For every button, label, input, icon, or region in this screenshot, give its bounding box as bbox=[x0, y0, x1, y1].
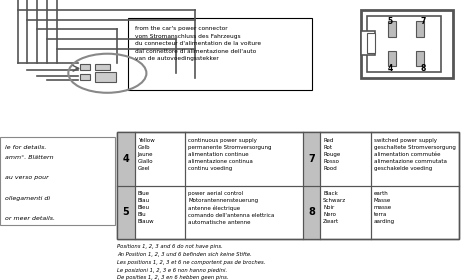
Text: 4: 4 bbox=[388, 64, 393, 73]
Bar bbox=[95, 72, 116, 82]
Bar bbox=[416, 22, 424, 37]
Text: Positions 1, 2, 3 and 6 do not have pins.: Positions 1, 2, 3 and 6 do not have pins… bbox=[117, 244, 223, 249]
Bar bbox=[367, 33, 375, 53]
Text: le for details.: le for details. bbox=[5, 144, 46, 150]
Text: switched power supply
geschaltete Stromversorgung
alimentation commutée
alimenta: switched power supply geschaltete Stromv… bbox=[374, 138, 456, 171]
Text: earth
Masse
masse
terra
aarding: earth Masse masse terra aarding bbox=[374, 192, 395, 225]
Bar bbox=[416, 51, 424, 66]
Bar bbox=[302, 132, 320, 239]
Text: Blue
Blau
Bleu
Blu
Blauw: Blue Blau Bleu Blu Blauw bbox=[137, 192, 154, 225]
Bar bbox=[367, 16, 441, 72]
Bar bbox=[80, 64, 90, 70]
Text: An Position 1, 2, 3 und 6 befinden sich keine Stifte.: An Position 1, 2, 3 und 6 befinden sich … bbox=[117, 252, 252, 257]
Text: Black
Schwarz
Noir
Nero
Zwart: Black Schwarz Noir Nero Zwart bbox=[323, 192, 346, 225]
Bar bbox=[389, 22, 396, 37]
Text: Yellow
Gelb
Jaune
Giallo
Geel: Yellow Gelb Jaune Giallo Geel bbox=[137, 138, 155, 171]
Bar bbox=[80, 74, 90, 80]
FancyBboxPatch shape bbox=[128, 18, 312, 90]
Text: 5: 5 bbox=[123, 207, 129, 217]
Text: 4: 4 bbox=[123, 154, 129, 164]
Text: or meer details.: or meer details. bbox=[5, 216, 55, 221]
Text: 8: 8 bbox=[308, 207, 315, 217]
Text: De posities 1, 2, 3 en 6 hebben geen pins.: De posities 1, 2, 3 en 6 hebben geen pin… bbox=[117, 276, 228, 280]
Bar bbox=[117, 132, 135, 239]
Bar bbox=[117, 132, 459, 239]
Bar bbox=[389, 51, 396, 66]
Text: 7: 7 bbox=[421, 17, 426, 26]
Text: Red
Rot
Rouge
Rosso
Rood: Red Rot Rouge Rosso Rood bbox=[323, 138, 340, 171]
Text: amm°. Blättern: amm°. Blättern bbox=[5, 155, 54, 160]
Bar bbox=[361, 31, 375, 55]
Text: 7: 7 bbox=[308, 154, 315, 164]
Bar bbox=[117, 132, 459, 239]
Text: Le posizioni 1, 2, 3 e 6 non hanno piedini.: Le posizioni 1, 2, 3 e 6 non hanno piedi… bbox=[117, 268, 227, 273]
Text: 8: 8 bbox=[421, 64, 426, 73]
Text: Les positions 1, 2, 3 et 6 ne comportent pas de broches.: Les positions 1, 2, 3 et 6 ne comportent… bbox=[117, 260, 265, 265]
Text: 5: 5 bbox=[388, 17, 393, 26]
Text: ollegamenti di: ollegamenti di bbox=[5, 196, 50, 201]
Bar bbox=[95, 64, 110, 70]
Bar bbox=[361, 10, 453, 78]
Text: continuous power supply
permanente Stromversorgung
alimentation continue
aliment: continuous power supply permanente Strom… bbox=[188, 138, 272, 171]
Text: from the car's power connector
vom Stromanschluss des Fahrzeugs
du connecteur d': from the car's power connector vom Strom… bbox=[135, 26, 261, 61]
Text: power aerial control
Motorantennensteuerung
antenne électrique
comando dell'ante: power aerial control Motorantennensteuer… bbox=[188, 192, 275, 225]
FancyBboxPatch shape bbox=[0, 137, 115, 225]
Text: au verso pour: au verso pour bbox=[5, 175, 49, 180]
